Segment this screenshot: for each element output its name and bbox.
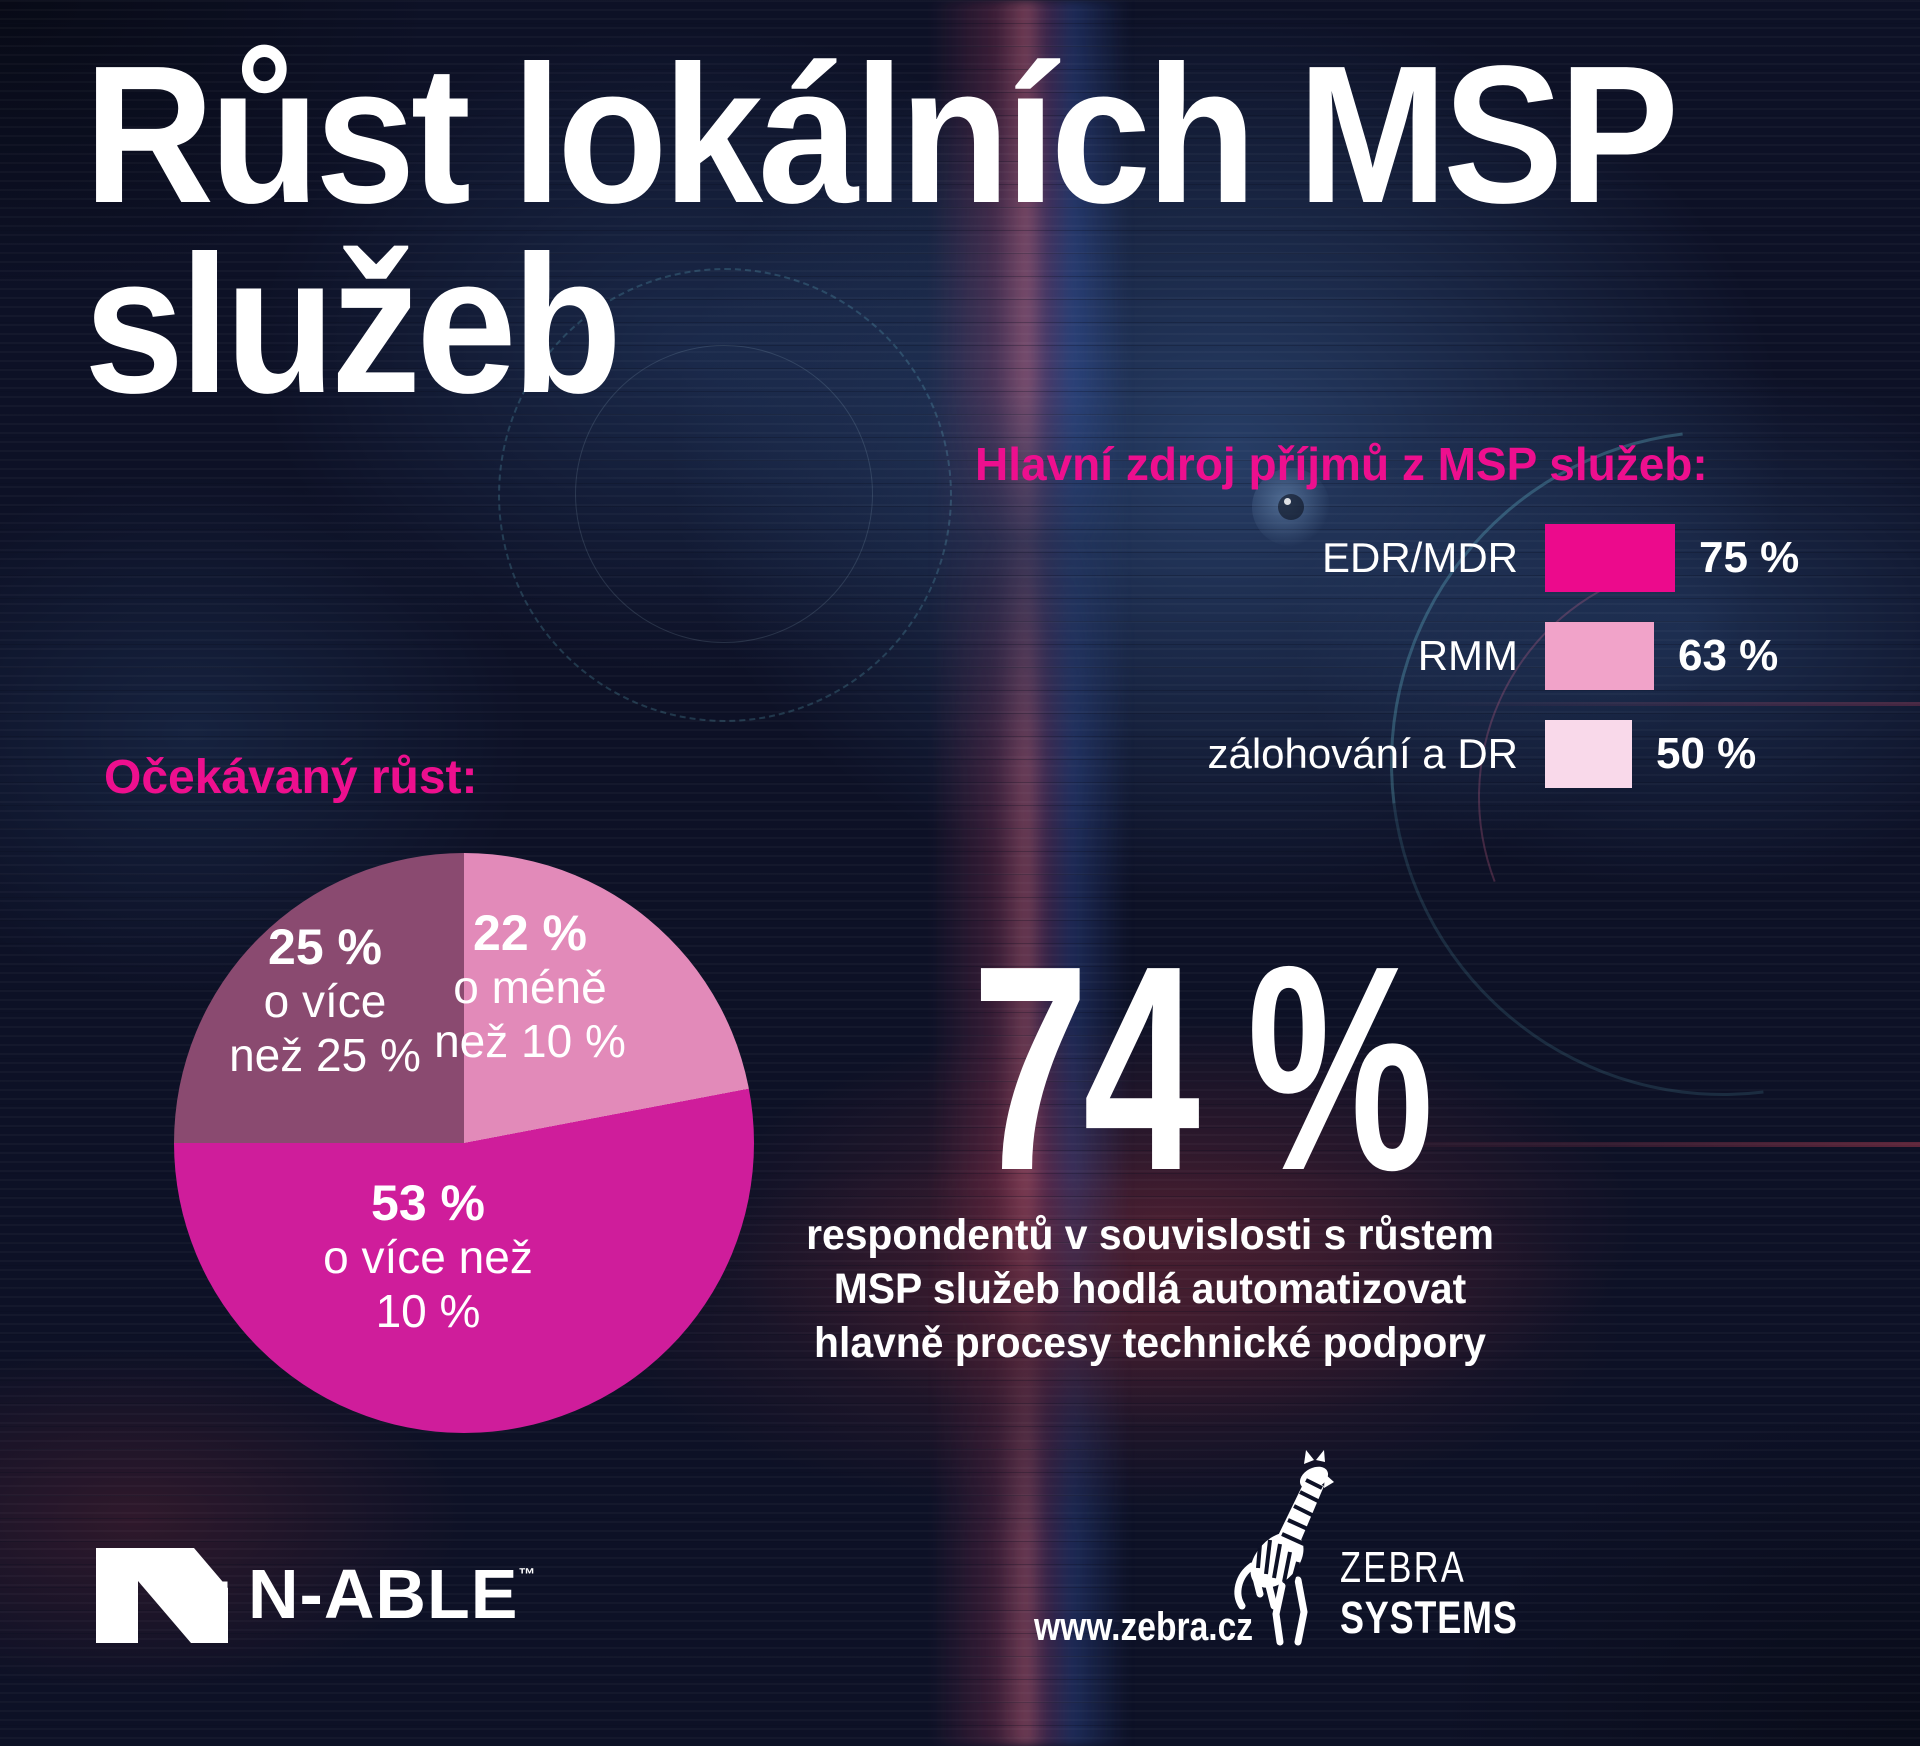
nable-logo-mark	[96, 1548, 228, 1648]
pie-text: o méně	[453, 961, 607, 1013]
red-streak-decor-2	[1430, 702, 1920, 706]
revenue-chart-heading: Hlavní zdroj příjmů z MSP služeb:	[975, 438, 1708, 490]
bar-label: RMM	[1417, 632, 1518, 679]
trademark-symbol: ™	[518, 1565, 536, 1584]
pie-label-22: 22 % o méně než 10 %	[420, 906, 640, 1068]
bar-row-rmm: RMM 63 %	[1128, 622, 1778, 690]
hud-ring-decor	[498, 268, 952, 722]
glitch-band-decor	[928, 0, 1138, 1746]
pie-text: 10 %	[375, 1285, 481, 1337]
bar-value: 75 %	[1699, 533, 1800, 582]
pie-text: než 25 %	[229, 1029, 421, 1081]
pie-text: o více	[263, 975, 387, 1027]
zebra-logo	[1222, 1448, 1337, 1651]
zebra-icon	[1234, 1450, 1334, 1646]
stat-caption-line: respondentů v souvislosti s růstem	[806, 1211, 1494, 1259]
pie-label-25: 25 % o více než 25 %	[200, 920, 450, 1082]
pie-pct: 53 %	[371, 1175, 485, 1231]
bar-value: 63 %	[1678, 631, 1779, 680]
stat-caption-line: MSP služeb hodlá automatizovat	[833, 1265, 1467, 1313]
bar-backup-dr	[1545, 720, 1632, 788]
stat-caption: respondentů v souvislosti s růstem MSP s…	[789, 1208, 1511, 1370]
hud-ring-inner-decor	[575, 345, 873, 643]
bar-edr-mdr	[1545, 524, 1675, 592]
pie-pct: 25 %	[268, 919, 382, 975]
red-streak-decor	[1350, 1142, 1920, 1147]
pie-label-53: 53 % o více než 10 %	[308, 1176, 548, 1338]
stat-74-percent: 74 %	[971, 905, 1434, 1231]
nable-name: N-ABLE	[248, 1555, 519, 1633]
bar-label: zálohování a DR	[1207, 730, 1518, 777]
page-title: Růst lokálních MSP služeb	[84, 37, 1740, 423]
title-line-1: Růst lokálních MSP	[84, 25, 1679, 244]
bar-row-edr-mdr: EDR/MDR 75 %	[1128, 524, 1799, 592]
bar-value: 50 %	[1656, 729, 1757, 778]
pie-pct: 22 %	[473, 905, 587, 961]
eye-pupil-decor	[1278, 494, 1304, 520]
nable-logo-icon	[96, 1548, 228, 1643]
title-line-2: služeb	[84, 215, 622, 434]
growth-pie	[174, 853, 754, 1433]
bar-row-backup-dr: zálohování a DR 50 %	[1128, 720, 1756, 788]
pie-text: o více než	[323, 1231, 533, 1283]
eye-glint-decor	[1284, 498, 1291, 505]
zebra-wordmark-line1: ZEBRA	[1340, 1543, 1467, 1592]
pie-text: než 10 %	[434, 1015, 626, 1067]
nable-wordmark: N-ABLE™	[248, 1554, 535, 1634]
zebra-wordmark-line2: SYSTEMS	[1340, 1592, 1518, 1643]
bar-rmm	[1545, 622, 1654, 690]
stat-caption-line: hlavně procesy technické podpory	[814, 1319, 1486, 1367]
bar-label: EDR/MDR	[1322, 534, 1518, 581]
growth-chart-heading: Očekávaný růst:	[104, 751, 478, 804]
website-url: www.zebra.cz	[1034, 1605, 1254, 1649]
